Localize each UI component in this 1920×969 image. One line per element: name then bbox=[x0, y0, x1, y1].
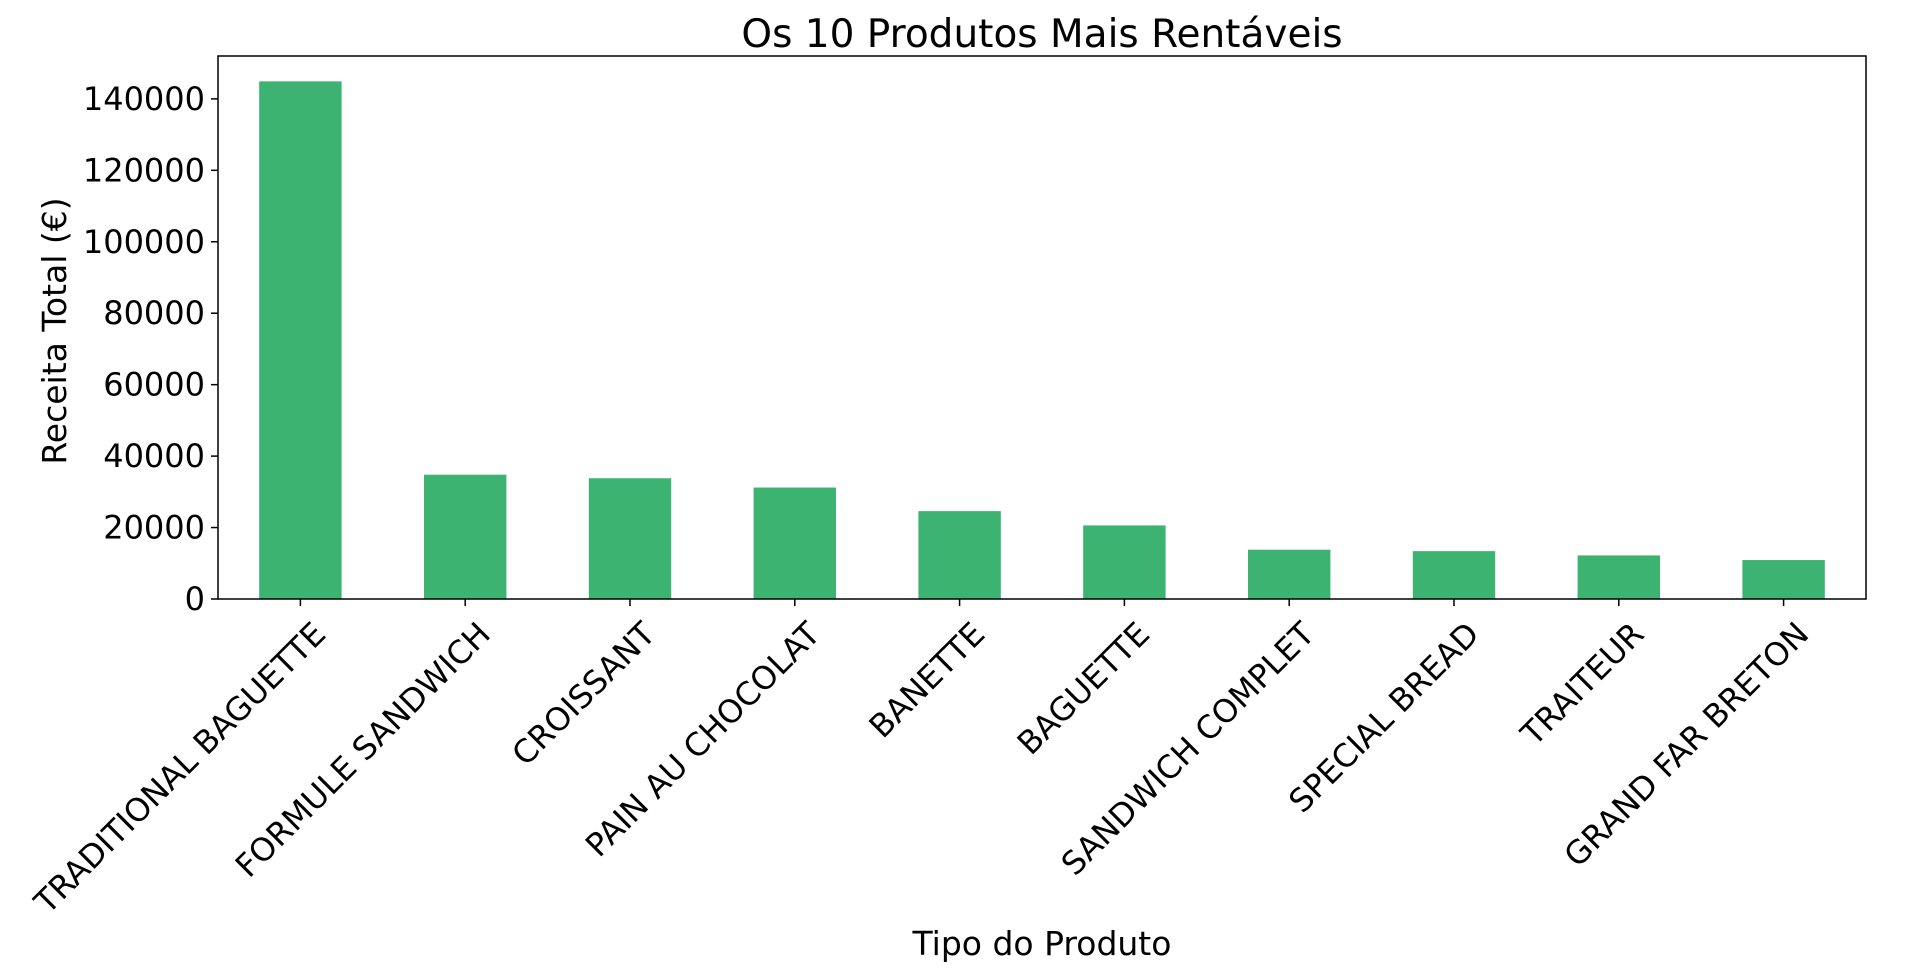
x-tick-label: BANETTE bbox=[862, 615, 993, 746]
bar-traiteur bbox=[1577, 555, 1660, 599]
y-tick-label: 120000 bbox=[83, 151, 205, 189]
x-tick-label: BAGUETTE bbox=[1010, 615, 1157, 762]
x-tick-label: CROISSANT bbox=[504, 614, 663, 773]
y-tick-label: 60000 bbox=[103, 366, 205, 404]
x-tick-label: TRAITEUR bbox=[1513, 615, 1652, 754]
bar-pain-au-chocolat bbox=[753, 487, 836, 599]
bar-croissant bbox=[588, 478, 672, 599]
y-tick-label: 40000 bbox=[103, 437, 205, 475]
x-tick-label: TRADITIONAL BAGUETTE bbox=[26, 615, 333, 922]
chart-title: Os 10 Produtos Mais Rentáveis bbox=[741, 12, 1342, 57]
bar-grand-far-breton bbox=[1742, 560, 1825, 599]
bar-sandwich-complet bbox=[1248, 549, 1331, 599]
bars-group bbox=[259, 81, 1825, 599]
y-tick-label: 20000 bbox=[103, 509, 205, 547]
y-tick-label: 140000 bbox=[83, 80, 205, 118]
y-tick-label: 80000 bbox=[103, 294, 205, 332]
y-tick-label: 0 bbox=[185, 580, 205, 618]
y-tick-label: 100000 bbox=[83, 223, 205, 261]
x-axis-label: Tipo do Produto bbox=[912, 924, 1172, 963]
bar-special-bread bbox=[1412, 551, 1496, 599]
y-axis-label: Receita Total (€) bbox=[35, 197, 74, 464]
y-axis-ticks: 0 20000 40000 60000 80000 100000 120000 140000 bbox=[83, 80, 218, 618]
bar-formule-sandwich bbox=[424, 474, 507, 599]
bar-banette bbox=[918, 511, 1001, 599]
bar-baguette bbox=[1083, 525, 1166, 599]
bar-traditional-baguette bbox=[259, 81, 342, 599]
plot-frame bbox=[217, 55, 1867, 600]
